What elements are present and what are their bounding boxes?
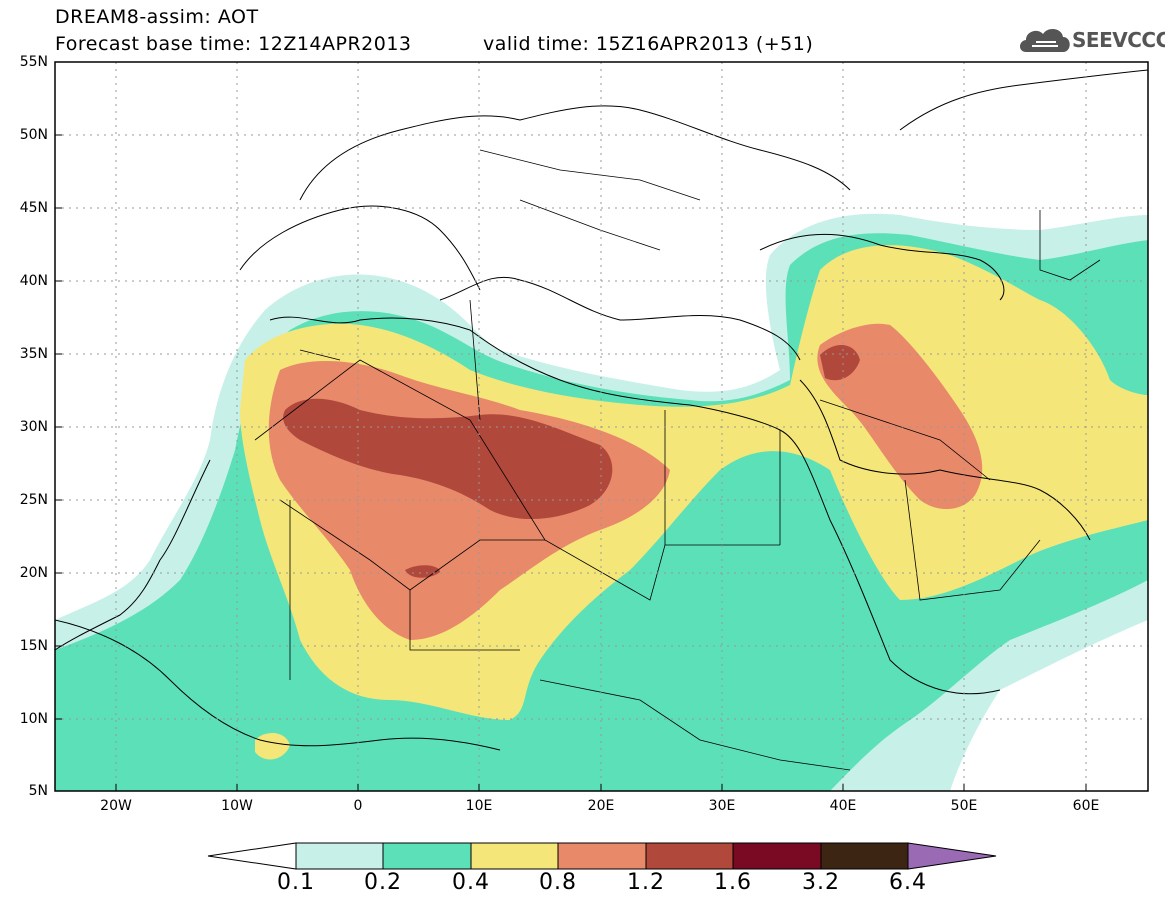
aot-field	[55, 213, 1148, 791]
colorbar-label: 0.1	[277, 870, 315, 895]
graticule	[55, 62, 1148, 791]
lon-label: 10W	[221, 798, 253, 814]
colorbar-label: 1.2	[627, 870, 665, 895]
lon-label: 20W	[100, 798, 132, 814]
lat-label: 25N	[19, 492, 48, 508]
forecast-base-time: Forecast base time: 12Z14APR2013	[55, 33, 412, 55]
lon-label: 30E	[708, 798, 736, 814]
lon-label: 10E	[465, 798, 493, 814]
axis-ticks	[55, 61, 1087, 792]
valid-time: valid time: 15Z16APR2013 (+51)	[483, 33, 814, 55]
lon-label: 60E	[1072, 798, 1100, 814]
lat-label: 5N	[28, 783, 48, 799]
borders	[254, 149, 1101, 771]
lat-label: 20N	[19, 565, 48, 581]
colorbar-label: 0.4	[452, 870, 490, 895]
map-title: DREAM8-assim: AOT	[55, 6, 259, 28]
colorbar-label: 0.2	[364, 870, 402, 895]
lat-label: 55N	[19, 54, 48, 70]
cloud-logo-icon	[1020, 28, 1070, 52]
lon-label: 20E	[587, 798, 615, 814]
lon-label: 50E	[950, 798, 978, 814]
colorbar-label: 0.8	[539, 870, 577, 895]
lat-label: 30N	[19, 419, 48, 435]
colorbar-label: 6.4	[889, 870, 927, 895]
lon-label: 0	[353, 798, 363, 814]
lat-label: 40N	[19, 273, 48, 289]
lat-label: 45N	[19, 200, 48, 216]
colorbar-label: 1.6	[714, 870, 752, 895]
lat-label: 10N	[19, 711, 48, 727]
colorbar-label: 3.2	[802, 870, 840, 895]
coastlines	[55, 69, 1148, 751]
lat-label: 15N	[19, 638, 48, 654]
logo-text: SEEVCCC	[1072, 28, 1165, 52]
lon-label: 40E	[829, 798, 857, 814]
lat-label: 35N	[19, 346, 48, 362]
lat-label: 50N	[19, 127, 48, 143]
